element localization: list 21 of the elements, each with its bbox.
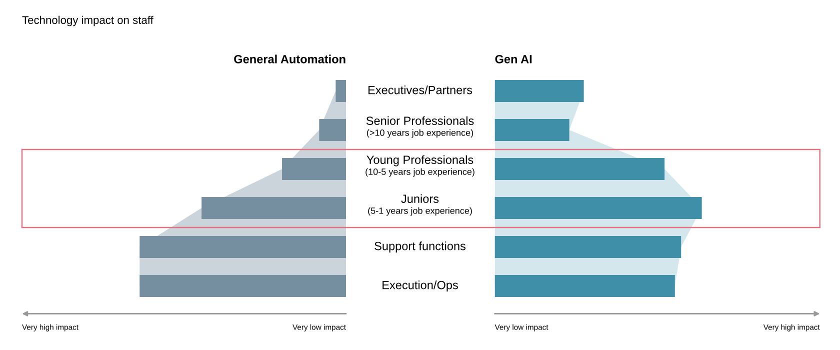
bar <box>494 119 570 142</box>
bar <box>140 275 346 298</box>
bar <box>282 158 346 180</box>
y-tick-label: Support functions <box>374 242 466 253</box>
bar <box>336 80 346 102</box>
bar <box>494 197 702 220</box>
y-tick-label: Young Professionals (10-5 years job experience) <box>366 155 474 177</box>
bar <box>494 158 665 180</box>
y-tick-label: Executives/Partners <box>368 86 472 94</box>
bar <box>494 275 675 298</box>
bar <box>494 236 682 258</box>
bar <box>140 236 346 258</box>
bar <box>494 80 584 102</box>
chart-title: Gen AI <box>495 54 532 64</box>
y-tick-label: Execution/Ops <box>382 280 458 292</box>
bar <box>202 197 346 220</box>
bar <box>319 119 346 142</box>
chart-title: General Automation <box>234 54 346 64</box>
y-tick-label: Senior Professionals (>10 years job experience) <box>366 116 474 138</box>
text: Technology impact on staff <box>22 16 154 26</box>
y-tick-label: Juniors (5-1 years job experience) <box>368 194 472 216</box>
